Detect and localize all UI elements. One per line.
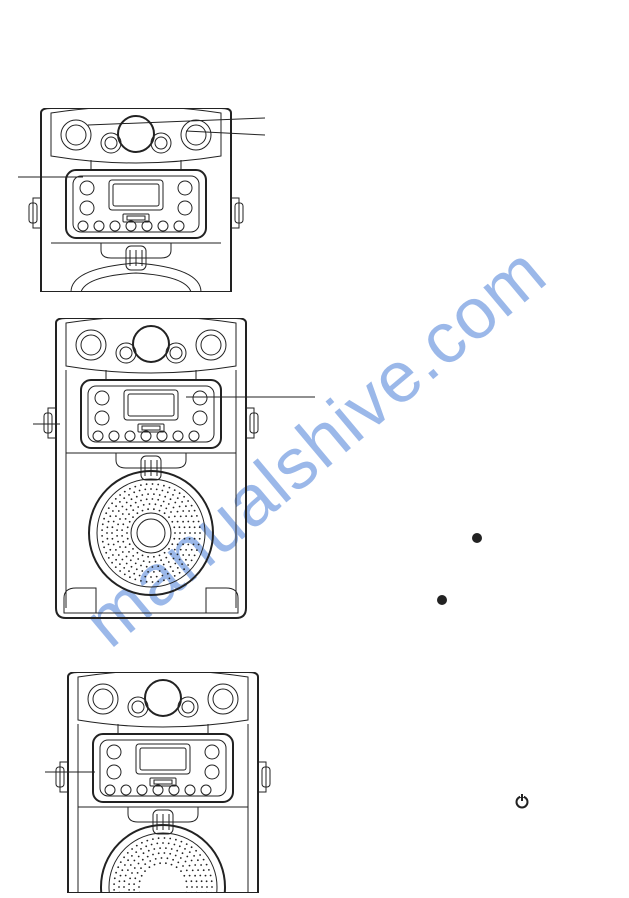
figure-3 xyxy=(45,672,285,893)
bullet-dot xyxy=(437,595,447,605)
device-drawing xyxy=(56,672,270,893)
power-icon xyxy=(514,793,530,809)
bullet-dot xyxy=(472,533,482,543)
